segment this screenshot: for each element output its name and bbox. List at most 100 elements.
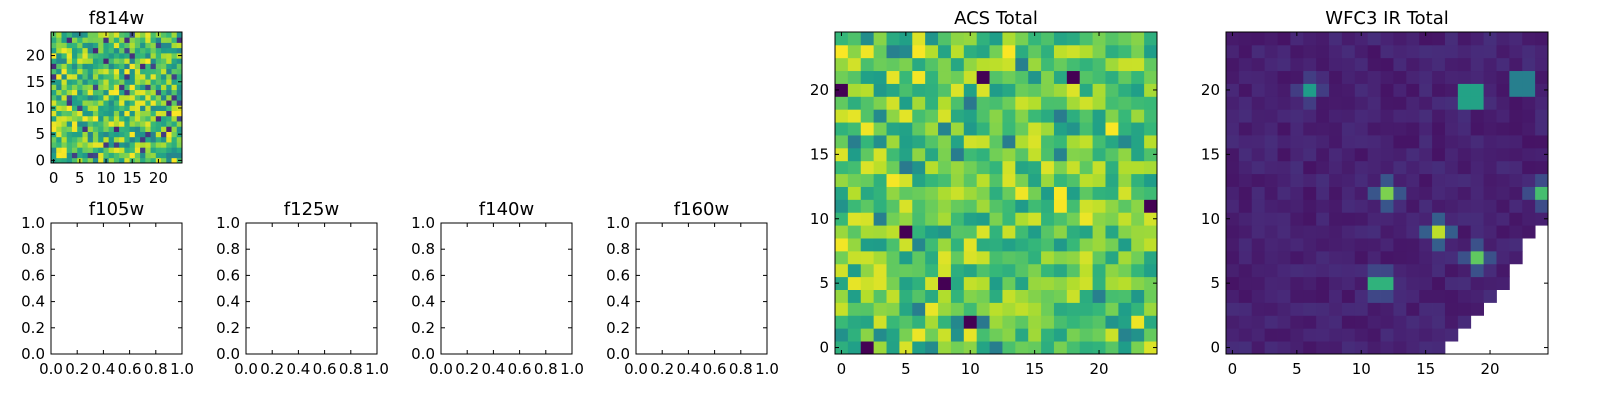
- heatmap-cell: [1419, 225, 1433, 239]
- y-tick-label: 1.0: [216, 214, 240, 232]
- heatmap-cell: [1226, 83, 1240, 97]
- heatmap-cell: [1131, 147, 1145, 162]
- heatmap-cell: [77, 142, 83, 148]
- heatmap-cell: [1053, 186, 1068, 200]
- y-tick-label: 0.6: [411, 266, 435, 284]
- heatmap-cell: [1277, 57, 1291, 72]
- heatmap-cell: [71, 100, 78, 106]
- heatmap-cell: [56, 58, 62, 64]
- heatmap-cell: [92, 147, 99, 153]
- heatmap-cell: [1406, 276, 1420, 290]
- x-tick-label: 0.6: [118, 360, 142, 378]
- heatmap-cell: [1092, 276, 1106, 290]
- heatmap-cell: [1105, 109, 1119, 123]
- heatmap-cell: [847, 44, 862, 59]
- heatmap-cell: [1131, 225, 1145, 239]
- heatmap-cell: [1131, 57, 1145, 72]
- heatmap-cell: [1066, 70, 1081, 84]
- heatmap-cell: [925, 302, 939, 316]
- heatmap-cell: [989, 186, 1003, 200]
- heatmap-cell: [82, 152, 89, 159]
- heatmap-cell: [1028, 199, 1042, 213]
- heatmap-cell: [1277, 70, 1291, 84]
- heatmap-cell: [1406, 109, 1420, 123]
- heatmap-cell: [912, 122, 926, 136]
- heatmap-cell: [71, 152, 78, 159]
- heatmap-cell: [950, 186, 965, 200]
- heatmap-cell: [56, 142, 62, 148]
- heatmap-cell: [92, 58, 99, 64]
- heatmap-cell: [950, 212, 965, 226]
- heatmap-cell: [124, 58, 130, 64]
- heatmap-cell: [1118, 96, 1132, 110]
- heatmap-cell: [161, 115, 167, 122]
- heatmap-cell: [119, 89, 125, 96]
- heatmap-cell: [71, 147, 78, 153]
- heatmap-cell: [950, 70, 965, 84]
- heatmap-cell: [124, 157, 130, 164]
- heatmap-cell: [873, 160, 887, 175]
- heatmap-cell: [1092, 250, 1106, 265]
- heatmap-cell: [61, 68, 68, 75]
- heatmap-cell: [1444, 315, 1459, 329]
- heatmap-cell: [1367, 212, 1381, 226]
- heatmap-cell: [140, 84, 146, 91]
- heatmap-cell: [113, 110, 120, 117]
- heatmap-cell: [119, 126, 125, 132]
- x-tick-label: 5: [1292, 360, 1302, 378]
- heatmap-cell: [1406, 238, 1420, 252]
- heatmap-cell: [56, 105, 62, 111]
- heatmap-cell: [56, 94, 62, 101]
- heatmap-cell: [66, 37, 73, 43]
- heatmap-cell: [103, 58, 110, 64]
- heatmap-cell: [92, 94, 99, 101]
- heatmap-cell: [1367, 109, 1381, 123]
- heatmap-cell: [1105, 32, 1119, 46]
- heatmap-cell: [1341, 83, 1356, 97]
- x-tick-label: 0.0: [624, 360, 648, 378]
- y-tick-label: 20: [810, 81, 829, 99]
- heatmap-cell: [140, 63, 146, 70]
- heatmap-cell: [161, 152, 167, 159]
- heatmap-cell: [938, 289, 952, 303]
- heatmap-cell: [150, 42, 157, 49]
- heatmap-cell: [171, 47, 178, 54]
- y-tick-label: 0.6: [21, 266, 45, 284]
- heatmap-cell: [1341, 328, 1356, 342]
- heatmap-cell: [912, 96, 926, 110]
- heatmap-cell: [1329, 44, 1343, 59]
- heatmap-cell: [176, 94, 183, 101]
- heatmap-cell: [1002, 122, 1016, 136]
- heatmap-cell: [938, 315, 952, 329]
- heatmap-cell: [847, 276, 862, 290]
- heatmap-cell: [1444, 122, 1459, 136]
- heatmap-cell: [1290, 173, 1304, 187]
- heatmap-cell: [886, 147, 900, 162]
- heatmap-cell: [835, 160, 849, 175]
- heatmap-cell: [886, 302, 900, 316]
- heatmap-cell: [1316, 238, 1330, 252]
- heatmap-cell: [1264, 122, 1278, 136]
- heatmap-cell: [129, 63, 136, 70]
- heatmap-cell: [66, 152, 73, 159]
- heatmap-cell: [1393, 186, 1407, 200]
- heatmap-cell: [1341, 315, 1356, 329]
- y-tick-label: 1.0: [606, 214, 630, 232]
- heatmap-cell: [1053, 276, 1068, 290]
- heatmap-cell: [899, 109, 913, 123]
- heatmap-cell: [1380, 238, 1394, 252]
- heatmap-cell: [124, 115, 130, 122]
- heatmap-cell: [1226, 315, 1240, 329]
- heatmap-cell: [166, 100, 172, 106]
- heatmap-cell: [1277, 96, 1291, 110]
- x-tick-label: 5: [75, 169, 85, 187]
- heatmap-cell: [87, 142, 94, 148]
- heatmap-cell: [113, 131, 120, 138]
- heatmap-cell: [145, 147, 151, 153]
- heatmap-cell: [103, 79, 110, 85]
- heatmap-cell: [1457, 225, 1472, 239]
- heatmap-cell: [899, 160, 913, 175]
- heatmap-cell: [989, 122, 1003, 136]
- heatmap-cell: [1041, 57, 1055, 72]
- heatmap-cell: [1277, 160, 1291, 175]
